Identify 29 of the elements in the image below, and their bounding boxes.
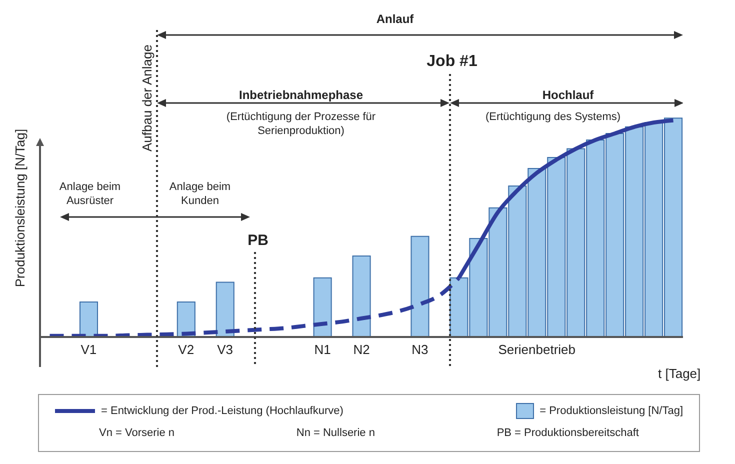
text: Anlauf xyxy=(375,12,415,27)
annotation: (Ertüchtigung der Prozesse für Serienproduktion) xyxy=(225,110,377,138)
text: Inbetriebnahmephase xyxy=(238,88,364,103)
bar xyxy=(313,277,332,338)
text: Nn = Nullserie n xyxy=(296,427,375,439)
annotation: PB xyxy=(238,232,278,250)
x-tick-label: N1 xyxy=(314,342,331,358)
text: Hochlauf xyxy=(541,88,595,103)
text: PB = Produktionsbereitschaft xyxy=(496,427,639,439)
bar xyxy=(410,236,430,338)
bar xyxy=(352,256,371,338)
x-tick-label: N3 xyxy=(412,342,428,358)
x-axis-title: t [Tage] xyxy=(658,366,701,381)
annotation: Anlage beim Ausrüster xyxy=(58,180,122,208)
legend-label: = Produktionsleistung [N/Tag] xyxy=(540,405,683,417)
text: Job #1 xyxy=(426,52,478,71)
x-tick-label: V2 xyxy=(178,342,194,358)
annotation: Aufbau der Anlage xyxy=(140,44,154,152)
x-tick-label: V1 xyxy=(80,342,97,358)
annotation: Anlage beim Kunden xyxy=(168,180,232,208)
x-tick-label: V3 xyxy=(217,342,234,358)
x-tick-label: N2 xyxy=(353,342,370,358)
legend-label: = Entwicklung der Prod.-Leistung (Hochlaufkurve) xyxy=(101,405,344,417)
text: Vn = Vorserie n xyxy=(99,427,175,439)
bar xyxy=(216,282,234,338)
bar xyxy=(79,301,98,338)
y-axis-title: Produktionsleistung [N/Tag] xyxy=(12,128,28,288)
annotation: (Ertüchtigung des Systems) xyxy=(484,110,622,124)
x-tick-label: Serienbetrieb xyxy=(498,342,576,358)
